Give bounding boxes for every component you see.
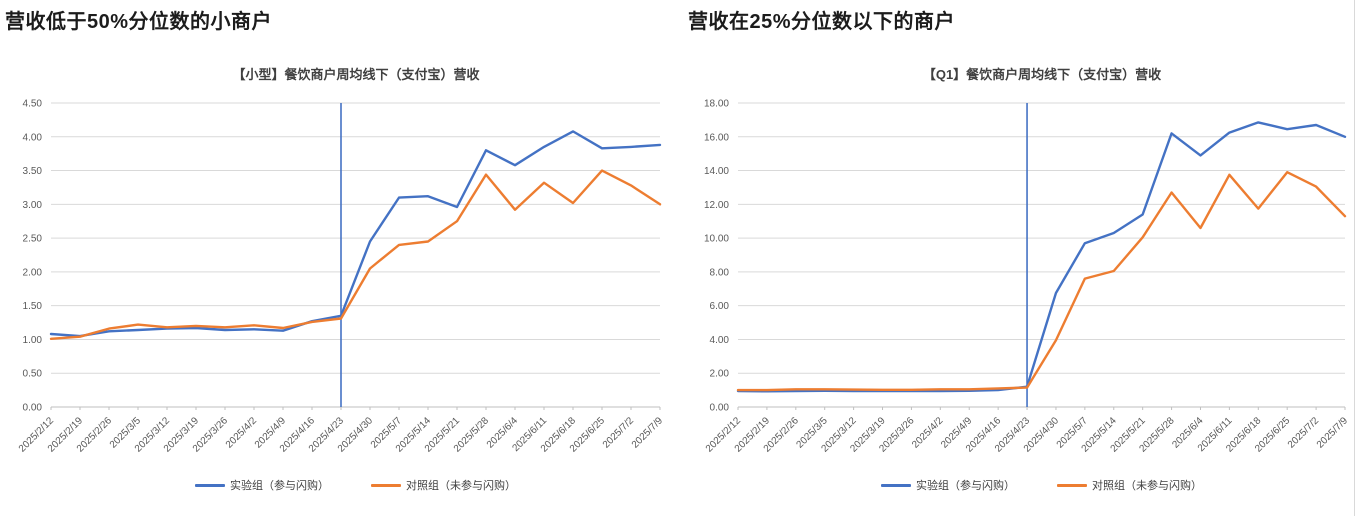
panel-q1-merchants: 营收在25%分位数以下的商户 【Q1】餐饮商户周均线下（支付宝）营收 0.00 2… — [683, 0, 1366, 516]
section-heading-right: 营收在25%分位数以下的商户 — [688, 11, 956, 33]
legend-item-0: 实验组（参与闪购） — [881, 477, 1015, 493]
legend-item-1: 对照组（未参与闪购） — [371, 477, 516, 493]
legend-item-0: 实验组（参与闪购） — [195, 477, 329, 493]
line-chart-small-merchants: 0.00 0.50 1.00 1.50 2.00 2.50 3.00 3.50 4.00 4.50… — [17, 99, 666, 455]
y-axis-label: 14.00 — [704, 166, 729, 177]
y-axis-label: 0.50 — [23, 369, 43, 380]
y-axis-label: 2.00 — [710, 369, 730, 380]
chart-title-left: 【小型】餐饮商户周均线下（支付宝）营收 — [232, 67, 480, 82]
legend-label: 实验组（参与闪购） — [230, 480, 329, 492]
legend-swatch-icon — [195, 483, 225, 487]
legend-swatch-icon — [371, 483, 401, 487]
y-axis-label: 16.00 — [704, 132, 729, 143]
y-axis-label: 3.00 — [23, 200, 43, 211]
y-axis-label: 18.00 — [704, 99, 729, 110]
x-axis-label: 2025/7/9 — [1315, 415, 1351, 451]
legend-right: 实验组（参与闪购） 对照组（未参与闪购） — [738, 477, 1345, 493]
y-axis-label: 2.50 — [23, 234, 43, 245]
y-axis-label: 8.00 — [710, 267, 730, 278]
series-line-0 — [49, 130, 662, 338]
section-heading-left: 营收低于50%分位数的小商户 — [5, 11, 273, 33]
y-axis-label: 3.50 — [23, 166, 43, 177]
window-edge-divider — [1354, 0, 1355, 516]
y-axis-label: 4.00 — [23, 132, 43, 143]
x-axis-label: 2025/7/9 — [630, 415, 666, 451]
legend-swatch-icon — [1057, 483, 1087, 487]
y-axis-label: 6.00 — [710, 301, 730, 312]
panel-small-merchants: 营收低于50%分位数的小商户 【小型】餐饮商户周均线下（支付宝）营收 0.00 0… — [5, 11, 666, 493]
y-axis-label: 12.00 — [704, 200, 729, 211]
legend-left: 实验组（参与闪购） 对照组（未参与闪购） — [51, 477, 660, 493]
legend-label: 对照组（未参与闪购） — [406, 480, 516, 492]
y-axis-label: 0.00 — [23, 403, 43, 414]
legend-swatch-icon — [881, 483, 911, 487]
y-axis-label: 1.50 — [23, 301, 43, 312]
y-axis-label: 1.00 — [23, 335, 43, 346]
y-axis-label: 4.50 — [23, 99, 43, 110]
y-axis-label: 2.00 — [23, 267, 43, 278]
legend-label: 实验组（参与闪购） — [916, 480, 1015, 492]
y-axis-label: 0.00 — [710, 403, 730, 414]
series-line-1 — [736, 170, 1347, 392]
line-chart-q1-merchants: 0.00 2.00 4.00 6.00 8.00 10.00 12.00 14.00 16.00… — [704, 99, 1351, 455]
y-axis-label: 10.00 — [704, 234, 729, 245]
legend-item-1: 对照组（未参与闪购） — [1057, 477, 1202, 493]
chart-title-right: 【Q1】餐饮商户周均线下（支付宝）营收 — [922, 67, 1162, 82]
legend-label: 对照组（未参与闪购） — [1092, 480, 1202, 492]
series-line-1 — [49, 169, 662, 340]
series-line-0 — [736, 121, 1347, 393]
y-axis-label: 4.00 — [710, 335, 730, 346]
